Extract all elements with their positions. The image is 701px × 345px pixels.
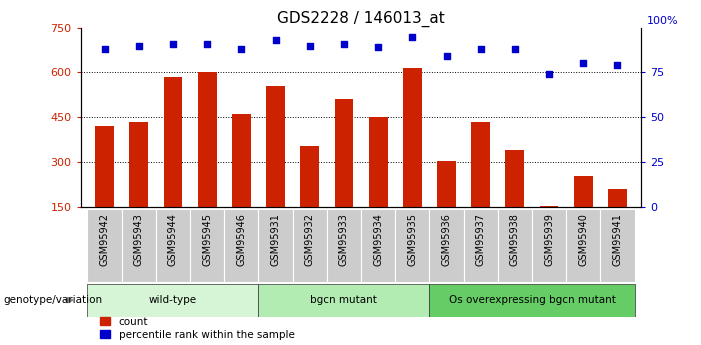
Text: GSM95941: GSM95941 xyxy=(613,213,622,266)
Text: GSM95933: GSM95933 xyxy=(339,213,349,266)
FancyBboxPatch shape xyxy=(259,208,292,282)
Point xyxy=(168,41,179,47)
FancyBboxPatch shape xyxy=(566,208,600,282)
Point xyxy=(475,46,486,52)
FancyBboxPatch shape xyxy=(224,208,259,282)
Text: GSM95939: GSM95939 xyxy=(544,213,554,266)
Bar xyxy=(95,126,114,207)
Bar xyxy=(403,68,422,207)
Text: GDS2228 / 146013_at: GDS2228 / 146013_at xyxy=(277,10,445,27)
FancyBboxPatch shape xyxy=(430,208,463,282)
Point xyxy=(99,46,110,52)
FancyBboxPatch shape xyxy=(498,208,532,282)
FancyBboxPatch shape xyxy=(292,208,327,282)
Text: GSM95936: GSM95936 xyxy=(442,213,451,266)
Bar xyxy=(198,72,217,207)
Text: GSM95942: GSM95942 xyxy=(100,213,109,266)
Point xyxy=(270,37,281,43)
Point xyxy=(372,45,383,50)
Text: GSM95938: GSM95938 xyxy=(510,213,520,266)
FancyBboxPatch shape xyxy=(430,284,634,317)
Legend: count, percentile rank within the sample: count, percentile rank within the sample xyxy=(100,317,294,340)
FancyBboxPatch shape xyxy=(327,208,361,282)
Point xyxy=(201,41,212,47)
Text: GSM95944: GSM95944 xyxy=(168,213,178,266)
Point xyxy=(441,53,452,59)
Text: genotype/variation: genotype/variation xyxy=(4,295,102,305)
Text: 100%: 100% xyxy=(647,16,679,26)
FancyBboxPatch shape xyxy=(600,208,634,282)
Point xyxy=(510,46,521,52)
Text: wild-type: wild-type xyxy=(149,295,197,305)
FancyBboxPatch shape xyxy=(88,284,259,317)
Bar xyxy=(334,99,353,207)
FancyBboxPatch shape xyxy=(88,208,122,282)
Text: GSM95931: GSM95931 xyxy=(271,213,280,266)
Point xyxy=(304,43,315,48)
Point xyxy=(578,61,589,66)
FancyBboxPatch shape xyxy=(395,208,430,282)
Text: GSM95932: GSM95932 xyxy=(305,213,315,266)
Bar xyxy=(369,117,388,207)
Text: GSM95934: GSM95934 xyxy=(373,213,383,266)
Text: GSM95940: GSM95940 xyxy=(578,213,588,266)
Text: GSM95937: GSM95937 xyxy=(476,213,486,266)
FancyBboxPatch shape xyxy=(463,208,498,282)
Bar xyxy=(232,114,251,207)
FancyBboxPatch shape xyxy=(156,208,190,282)
Point xyxy=(133,43,144,48)
Bar xyxy=(163,77,182,207)
Bar xyxy=(574,176,592,207)
Bar xyxy=(437,161,456,207)
Bar xyxy=(300,146,319,207)
Text: GSM95946: GSM95946 xyxy=(236,213,246,266)
Text: Os overexpressing bgcn mutant: Os overexpressing bgcn mutant xyxy=(449,295,615,305)
Point xyxy=(236,46,247,52)
Text: GSM95945: GSM95945 xyxy=(202,213,212,266)
Bar xyxy=(471,122,490,207)
Point xyxy=(339,41,350,47)
Text: GSM95943: GSM95943 xyxy=(134,213,144,266)
Bar xyxy=(266,86,285,207)
Point xyxy=(612,62,623,68)
FancyBboxPatch shape xyxy=(122,208,156,282)
FancyBboxPatch shape xyxy=(532,208,566,282)
Bar xyxy=(608,189,627,207)
Bar xyxy=(540,206,559,207)
Text: GSM95935: GSM95935 xyxy=(407,213,417,266)
Bar xyxy=(130,122,148,207)
Text: bgcn mutant: bgcn mutant xyxy=(311,295,377,305)
Point xyxy=(543,71,554,77)
Bar xyxy=(505,150,524,207)
FancyBboxPatch shape xyxy=(361,208,395,282)
FancyBboxPatch shape xyxy=(190,208,224,282)
Point xyxy=(407,34,418,39)
FancyBboxPatch shape xyxy=(259,284,430,317)
